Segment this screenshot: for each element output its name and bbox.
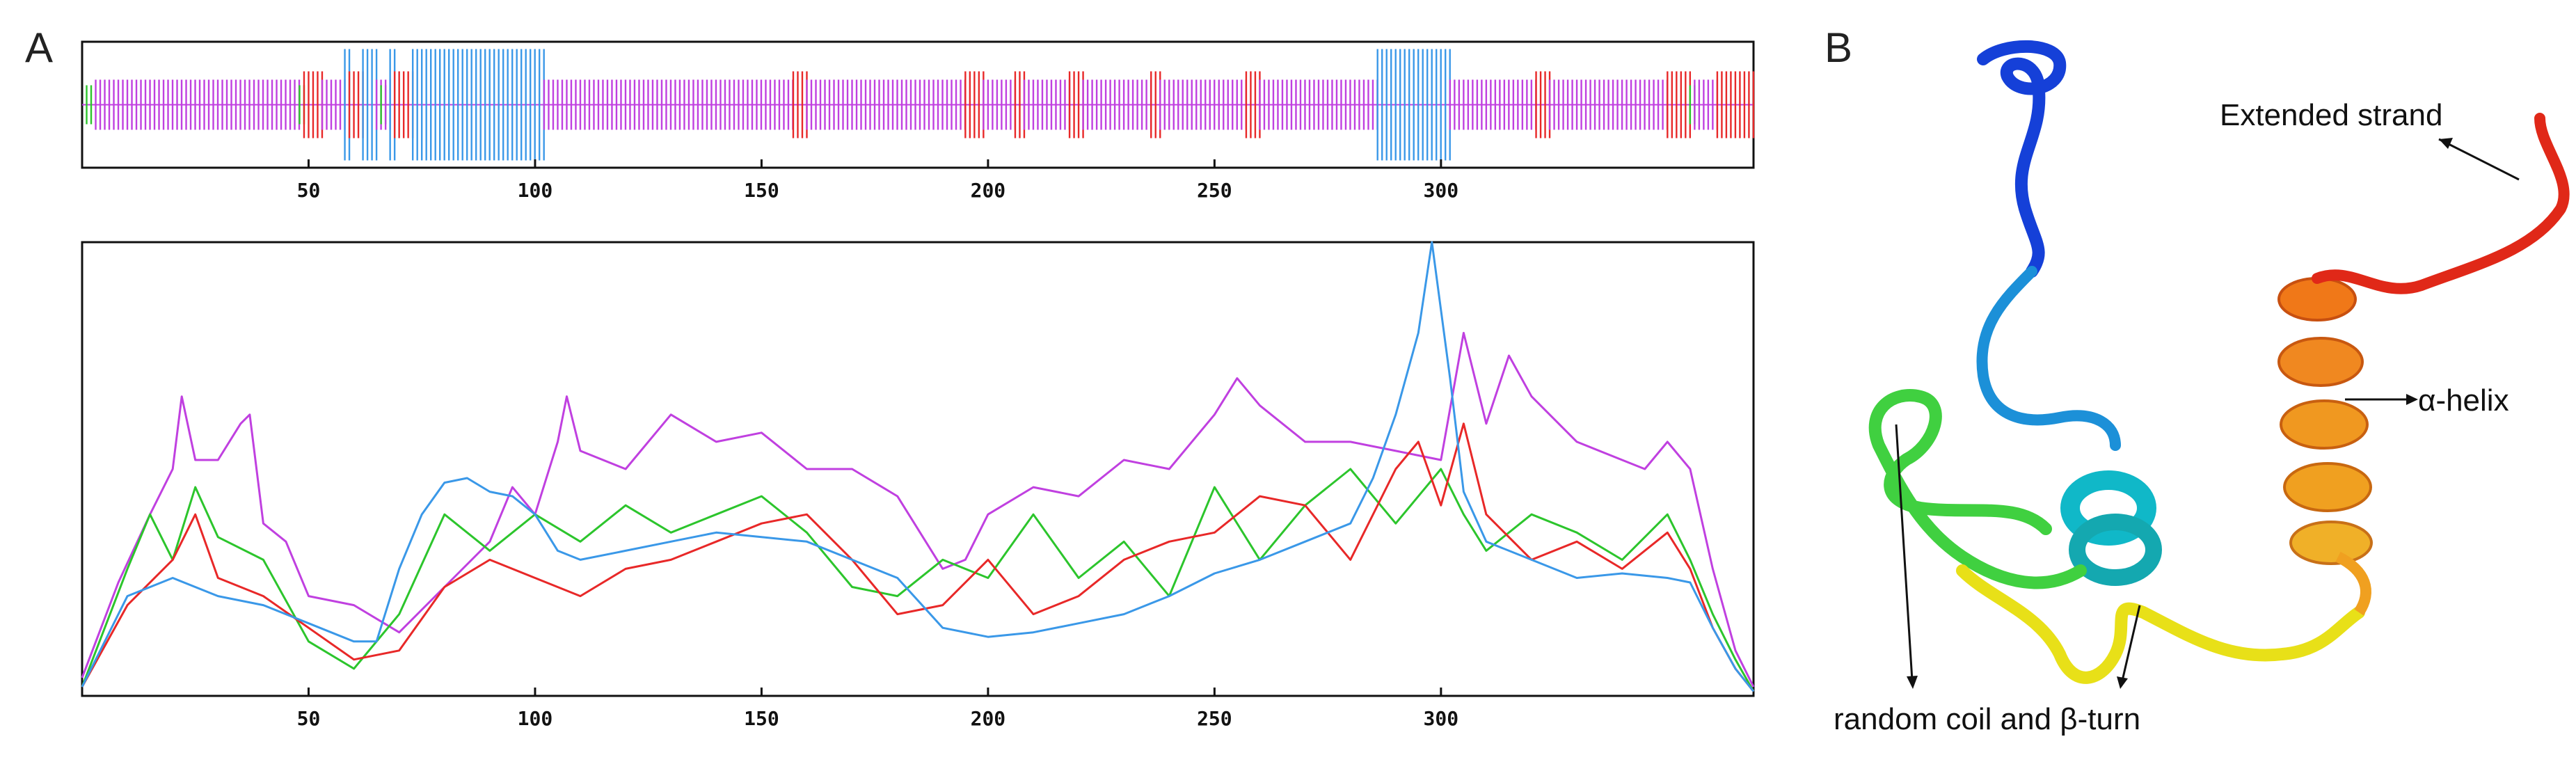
panel-b-label: B <box>1824 24 1853 71</box>
profile-x-axis: 50 100 150 200 250 300 <box>297 688 1459 730</box>
track-x-axis: 50 100 150 200 250 300 <box>297 159 1459 202</box>
track-segment-random-coil <box>1548 79 1669 130</box>
track-segment-extended-strand <box>1716 71 1755 138</box>
profile-series <box>81 241 1755 692</box>
x-tick-label: 200 <box>971 179 1006 202</box>
series-line-alpha-helix <box>81 241 1755 692</box>
protein-helix-orange <box>2277 277 2373 616</box>
x-tick-label: 200 <box>971 707 1006 730</box>
track-segment-random-coil <box>983 79 1017 130</box>
extended-strand-arrow <box>2438 138 2520 181</box>
protein-loop-mid <box>1976 266 2121 451</box>
coil-arrow-right <box>2121 605 2141 681</box>
x-tick-label: 100 <box>518 707 553 730</box>
x-tick-label: 150 <box>744 179 779 202</box>
track-segments <box>82 49 1755 161</box>
track-segment-alpha-helix <box>411 49 545 161</box>
alpha-helix-label: α-helix <box>2418 383 2509 418</box>
x-tick-label: 50 <box>297 707 321 730</box>
protein-coil-green <box>1868 389 2087 589</box>
track-segment-beta-turn <box>86 85 93 125</box>
x-tick-label: 100 <box>518 179 553 202</box>
track-segment-random-coil <box>806 79 967 130</box>
panel-a-label: A <box>25 24 54 71</box>
alpha-helix-arrowhead <box>2406 394 2418 405</box>
protein-helix-cyan <box>2060 470 2162 586</box>
extended-strand-label: Extended strand <box>2220 98 2442 132</box>
series-line-extended-strand <box>81 422 1755 692</box>
x-tick-label: 250 <box>1197 707 1232 730</box>
protein-coil-yellow <box>1956 564 2365 684</box>
extended-strand-arrowhead <box>2439 138 2453 149</box>
series-line-beta-turn <box>81 468 1755 692</box>
coil-arrowhead-left <box>1907 676 1918 689</box>
x-tick-label: 150 <box>744 707 779 730</box>
track-segment-random-coil <box>1259 79 1378 130</box>
random-coil-beta-turn-label: random coil and β-turn <box>1834 702 2140 736</box>
track-segment-random-coil <box>1082 79 1152 130</box>
protein-strand-red <box>2312 113 2570 294</box>
x-tick-label: 250 <box>1197 179 1232 202</box>
x-tick-label: 50 <box>297 179 321 202</box>
profile-frame <box>81 241 1755 697</box>
x-tick-label: 300 <box>1424 179 1459 202</box>
x-tick-label: 300 <box>1424 707 1459 730</box>
protein-loop-top <box>1977 40 2067 278</box>
coil-arrowhead-right <box>2117 676 2128 689</box>
coil-arrow-left <box>1895 424 1914 681</box>
secondary-structure-track: 50 100 150 200 250 300 <box>81 40 1755 202</box>
track-segment-random-coil <box>95 79 301 130</box>
series-line-random-coil <box>81 331 1755 688</box>
protein-structure-cartoon: Extended strand α-helix random coil and … <box>1834 40 2570 736</box>
probability-profile-chart: 50 100 150 200 250 300 <box>81 241 1755 730</box>
